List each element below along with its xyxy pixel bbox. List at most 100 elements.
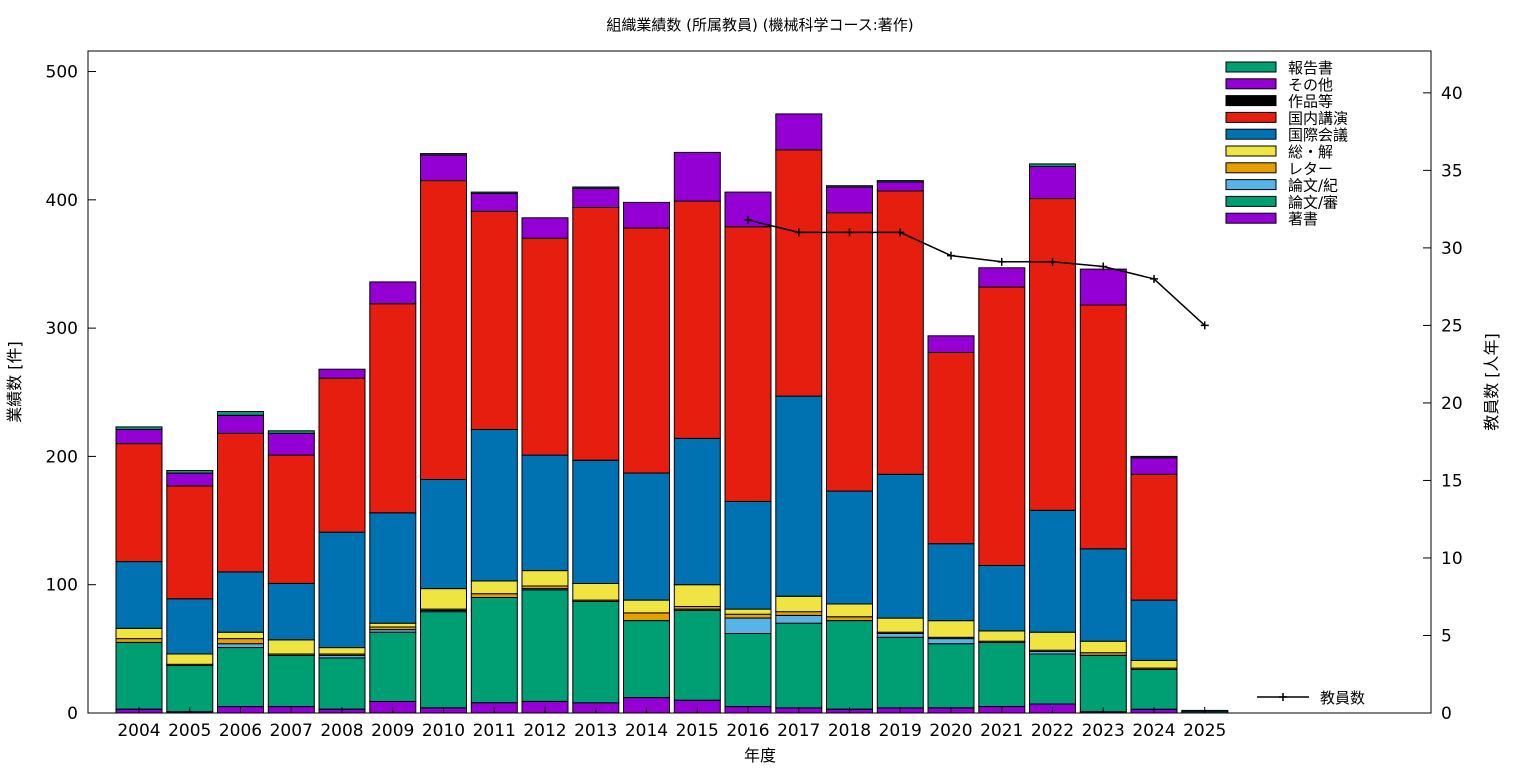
bar-2011-series-9 <box>470 191 518 194</box>
legend-label: 報告書 <box>1288 59 1333 77</box>
bar-2019-series-8 <box>876 181 924 192</box>
bar-2010-series-5 <box>420 479 467 590</box>
x-tick-label: 2006 <box>219 721 262 741</box>
x-axis: 2004 2005 2006 2007 2008 2009 2010 2011 2012 2013… <box>117 707 1226 741</box>
bar-2018-series-1 <box>826 620 873 710</box>
bar-2015-series-6 <box>673 200 721 439</box>
bar-2013-series-8 <box>572 187 620 209</box>
bar-2017-series-5 <box>775 395 823 597</box>
bar-2018-series-4 <box>826 603 873 618</box>
bar-2019-series-5 <box>876 473 924 619</box>
legend-swatch <box>1225 95 1277 107</box>
legend-label: 作品等 <box>1288 93 1333 111</box>
bar-2006-series-4 <box>217 631 264 640</box>
bar-2012-series-5 <box>521 454 569 572</box>
bar-2007-series-9 <box>267 430 315 434</box>
bar-2022-series-9 <box>1029 163 1076 167</box>
bar-2004-series-1 <box>115 641 163 710</box>
legend-line-marker <box>1279 693 1287 701</box>
legend-swatch <box>1225 61 1277 73</box>
legend-label: 総・解 <box>1288 143 1333 161</box>
bar-2011-series-1 <box>470 597 518 704</box>
bar-2017-series-8 <box>775 113 823 151</box>
y2-tick-label: 20 <box>1441 394 1463 414</box>
y-tick-label: 200 <box>46 447 78 467</box>
legend-swatch <box>1225 128 1277 140</box>
bar-2012-series-4 <box>521 570 569 587</box>
bar-2019-series-9 <box>876 180 924 183</box>
bar-2018-series-5 <box>826 490 873 605</box>
bar-2022-series-6 <box>1029 198 1076 511</box>
y-tick-label: 100 <box>46 576 78 596</box>
bar-2006-series-1 <box>217 647 264 708</box>
bar-2019-series-2 <box>876 633 924 638</box>
bar-2018-series-3 <box>826 616 873 622</box>
bar-2006-series-8 <box>217 414 264 434</box>
x-tick-label: 2013 <box>574 721 617 741</box>
bar-2011-series-6 <box>470 210 518 430</box>
y2-axis-label: 教員数 [人年] <box>1482 333 1501 431</box>
bar-2022-series-8 <box>1029 166 1076 200</box>
y-tick-label: 300 <box>46 319 78 339</box>
bar-2017-series-6 <box>775 149 823 397</box>
y-tick-label: 400 <box>46 191 78 211</box>
chart-title: 組織業績数 (所属教員) (機械科学コース:著作) <box>606 16 913 34</box>
teacher-count-point <box>845 228 854 237</box>
bar-2020-series-1 <box>927 643 975 709</box>
bar-2024-series-9 <box>1130 455 1178 459</box>
x-tick-label: 2009 <box>371 721 414 741</box>
bar-2019-series-6 <box>876 190 924 475</box>
bar-2007-series-6 <box>267 454 315 584</box>
legend-label: その他 <box>1288 76 1333 94</box>
bar-2018-series-9 <box>826 185 873 188</box>
y-tick-label: 500 <box>46 63 78 83</box>
y2-tick-label: 30 <box>1441 239 1463 259</box>
bar-2009-series-5 <box>369 512 417 624</box>
bar-2017-series-4 <box>775 595 823 613</box>
bar-2020-series-5 <box>927 543 975 622</box>
bar-2005-series-9 <box>166 470 214 474</box>
x-tick-label: 2019 <box>879 721 922 741</box>
bar-2008-series-1 <box>318 657 366 710</box>
bar-2004-series-5 <box>115 561 163 629</box>
legend-label: 著書 <box>1288 210 1318 228</box>
bar-2006-series-9 <box>217 411 264 416</box>
y-axis: 0 100 200 300 400 500 <box>46 63 96 724</box>
y2-tick-label: 40 <box>1441 84 1463 104</box>
bar-2023-series-6 <box>1079 304 1127 550</box>
bar-2010-series-6 <box>420 180 467 480</box>
x-tick-label: 2020 <box>929 721 972 741</box>
x-tick-label: 2015 <box>676 721 719 741</box>
bar-2004-series-4 <box>115 627 163 640</box>
legend-swatch <box>1225 195 1277 207</box>
teacher-count-line <box>744 215 1209 330</box>
bar-2007-series-1 <box>267 654 315 708</box>
bar-2021-series-5 <box>978 565 1026 632</box>
teacher-count-polyline <box>747 219 1206 326</box>
bar-2016-series-5 <box>724 500 772 610</box>
x-tick-label: 2023 <box>1082 721 1125 741</box>
bar-2023-series-4 <box>1079 640 1127 654</box>
bar-2021-series-4 <box>978 630 1026 642</box>
x-tick-label: 2016 <box>726 721 769 741</box>
bar-2011-series-4 <box>470 580 518 595</box>
teacher-count-point <box>1099 262 1108 271</box>
bar-2013-series-4 <box>572 582 620 601</box>
bar-2005-series-4 <box>166 653 214 665</box>
bar-2016-series-1 <box>724 633 772 708</box>
bar-2014-series-1 <box>623 620 670 699</box>
bar-2021-series-8 <box>978 267 1026 288</box>
bar-2014-series-4 <box>623 599 670 614</box>
bar-2013-series-9 <box>572 186 620 189</box>
x-tick-label: 2005 <box>168 721 211 741</box>
bar-2004-series-3 <box>115 638 163 643</box>
bar-2004-series-8 <box>115 429 163 445</box>
bar-2014-series-3 <box>623 612 670 622</box>
bar-2006-series-6 <box>217 432 264 573</box>
bar-2007-series-5 <box>267 582 315 641</box>
bar-2017-series-1 <box>775 622 823 709</box>
bar-2016-series-3 <box>724 613 772 619</box>
bar-2010-series-1 <box>420 611 467 709</box>
teacher-count-point <box>1150 274 1158 283</box>
